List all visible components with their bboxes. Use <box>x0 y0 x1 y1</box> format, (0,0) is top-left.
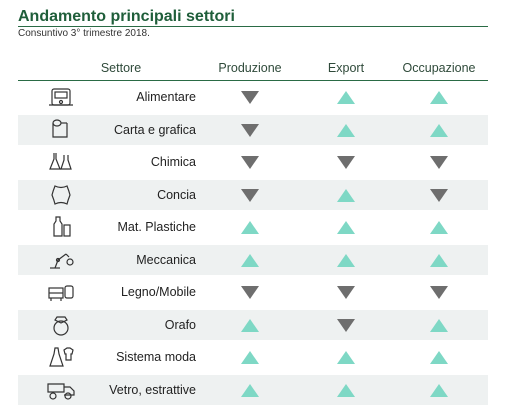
occupazione-up-indicator <box>430 221 448 235</box>
occupazione-up-indicator <box>430 253 448 268</box>
sector-label: Carta e grafica <box>114 122 196 137</box>
triangle-down-icon <box>430 286 448 299</box>
sector-label: Sistema moda <box>116 350 196 364</box>
triangle-up-icon <box>241 253 259 267</box>
produzione-up-indicator <box>241 221 259 235</box>
triangle-up-icon <box>430 318 448 332</box>
triangle-down-icon <box>241 123 259 137</box>
header-settore: Settore <box>100 61 142 75</box>
occupazione-down-indicator <box>430 188 448 203</box>
export-down-indicator <box>337 156 355 170</box>
ring-icon <box>46 313 76 337</box>
furniture-icon <box>46 280 76 304</box>
export-up-indicator <box>337 188 355 203</box>
triangle-down-icon <box>241 286 259 299</box>
triangle-up-icon <box>337 351 355 364</box>
occupazione-up-indicator <box>430 351 448 365</box>
triangle-up-icon <box>337 188 355 202</box>
produzione-down-indicator <box>241 188 259 203</box>
bottle-icon <box>46 215 76 239</box>
table-row: Meccanica <box>18 244 488 275</box>
robot-arm-icon <box>46 248 76 272</box>
triangle-up-icon <box>430 253 448 267</box>
table-row: Carta e grafica <box>18 114 488 145</box>
triangle-up-icon <box>430 123 448 137</box>
produzione-down-indicator <box>241 91 259 105</box>
sector-label: Vetro, estrattive <box>109 382 196 397</box>
triangle-up-icon <box>337 221 355 234</box>
table-row: Chimica <box>18 147 488 178</box>
sector-table: Alimentare Carta e grafica Chimica Concia Ma… <box>18 82 488 407</box>
paper-roll-icon <box>46 118 76 142</box>
dress-icon <box>46 345 76 369</box>
triangle-up-icon <box>430 221 448 234</box>
food-processor-icon <box>46 85 76 109</box>
table-row: Sistema moda <box>18 342 488 373</box>
triangle-down-icon <box>430 156 448 169</box>
page-subtitle: Consuntivo 3° trimestre 2018. <box>18 28 150 39</box>
triangle-up-icon <box>337 123 355 137</box>
occupazione-up-indicator <box>430 318 448 333</box>
hide-icon <box>46 183 76 207</box>
page-title: Andamento principali settori <box>18 8 235 25</box>
triangle-down-icon <box>337 286 355 299</box>
title-rule <box>18 26 488 27</box>
produzione-down-indicator <box>241 156 259 170</box>
export-up-indicator <box>337 221 355 235</box>
produzione-up-indicator <box>241 383 259 398</box>
header-occupazione: Occupazione <box>402 61 476 75</box>
header-produzione: Produzione <box>218 61 282 75</box>
export-up-indicator <box>337 123 355 138</box>
triangle-up-icon <box>337 253 355 267</box>
triangle-up-icon <box>241 351 259 364</box>
occupazione-down-indicator <box>430 286 448 300</box>
triangle-down-icon <box>337 318 355 332</box>
header-export: Export <box>327 61 365 75</box>
table-row: Mat. Plastiche <box>18 212 488 243</box>
sector-label: Legno/Mobile <box>120 285 196 299</box>
sector-label: Orafo <box>164 317 196 332</box>
sector-label: Mat. Plastiche <box>117 220 196 234</box>
triangle-up-icon <box>337 91 355 104</box>
occupazione-up-indicator <box>430 383 448 398</box>
table-row: Orafo <box>18 309 488 340</box>
occupazione-down-indicator <box>430 156 448 170</box>
sector-label: Meccanica <box>136 252 196 267</box>
sector-label: Alimentare <box>136 90 196 104</box>
table-row: Concia <box>18 179 488 210</box>
triangle-down-icon <box>241 91 259 104</box>
triangle-down-icon <box>241 188 259 202</box>
triangle-up-icon <box>337 383 355 397</box>
produzione-down-indicator <box>241 286 259 300</box>
produzione-up-indicator <box>241 253 259 268</box>
flask-icon <box>46 150 76 174</box>
export-down-indicator <box>337 286 355 300</box>
triangle-up-icon <box>430 91 448 104</box>
sector-label: Concia <box>157 187 196 202</box>
export-down-indicator <box>337 318 355 333</box>
header-rule <box>18 80 488 81</box>
export-up-indicator <box>337 351 355 365</box>
occupazione-up-indicator <box>430 91 448 105</box>
export-up-indicator <box>337 383 355 398</box>
export-up-indicator <box>337 253 355 268</box>
table-row: Legno/Mobile <box>18 277 488 308</box>
triangle-up-icon <box>241 383 259 397</box>
produzione-up-indicator <box>241 318 259 333</box>
triangle-up-icon <box>430 383 448 397</box>
sector-label: Chimica <box>150 155 196 169</box>
triangle-down-icon <box>241 156 259 169</box>
table-row: Vetro, estrattive <box>18 374 488 405</box>
table-row: Alimentare <box>18 82 488 113</box>
triangle-up-icon <box>430 351 448 364</box>
triangle-up-icon <box>241 221 259 234</box>
triangle-up-icon <box>241 318 259 332</box>
triangle-down-icon <box>430 188 448 202</box>
produzione-down-indicator <box>241 123 259 138</box>
produzione-up-indicator <box>241 351 259 365</box>
occupazione-up-indicator <box>430 123 448 138</box>
triangle-down-icon <box>337 156 355 169</box>
dump-truck-icon <box>46 378 76 402</box>
export-up-indicator <box>337 91 355 105</box>
